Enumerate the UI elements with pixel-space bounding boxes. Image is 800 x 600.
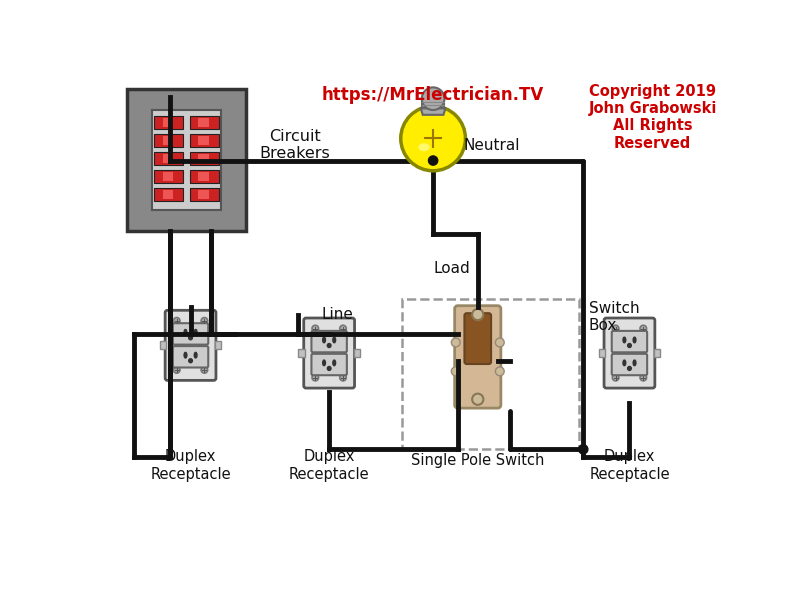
Circle shape <box>340 374 346 381</box>
Circle shape <box>472 309 483 320</box>
Ellipse shape <box>333 360 336 365</box>
Text: Single Pole Switch: Single Pole Switch <box>411 453 545 468</box>
Circle shape <box>422 88 445 110</box>
Bar <box>598 349 605 357</box>
FancyBboxPatch shape <box>154 152 183 165</box>
FancyBboxPatch shape <box>304 318 354 388</box>
Ellipse shape <box>322 360 326 365</box>
Ellipse shape <box>184 329 187 335</box>
FancyBboxPatch shape <box>190 170 219 183</box>
Text: Duplex
Receptacle: Duplex Receptacle <box>150 449 231 482</box>
Bar <box>160 341 166 349</box>
Circle shape <box>401 106 466 171</box>
Bar <box>126 89 246 232</box>
Circle shape <box>340 325 346 332</box>
FancyBboxPatch shape <box>154 188 183 201</box>
Circle shape <box>451 338 460 347</box>
Circle shape <box>578 445 588 454</box>
FancyBboxPatch shape <box>173 323 208 344</box>
Ellipse shape <box>623 337 626 343</box>
FancyBboxPatch shape <box>190 152 219 165</box>
FancyBboxPatch shape <box>311 354 347 375</box>
Bar <box>162 172 173 181</box>
Text: Load: Load <box>433 261 470 276</box>
Bar <box>402 299 579 449</box>
Circle shape <box>174 367 180 373</box>
Ellipse shape <box>418 143 430 151</box>
Circle shape <box>612 325 619 332</box>
Ellipse shape <box>184 352 187 358</box>
Ellipse shape <box>628 344 631 347</box>
Bar <box>198 190 209 199</box>
Bar <box>198 118 209 127</box>
Text: Circuit
Breakers: Circuit Breakers <box>260 129 330 161</box>
FancyBboxPatch shape <box>154 134 183 147</box>
Bar <box>298 349 305 357</box>
Bar <box>215 341 222 349</box>
Bar <box>162 190 173 199</box>
Circle shape <box>312 374 318 381</box>
Text: Neutral: Neutral <box>464 138 521 153</box>
Bar <box>152 110 221 210</box>
FancyBboxPatch shape <box>311 331 347 352</box>
Circle shape <box>451 367 460 376</box>
Ellipse shape <box>333 337 336 343</box>
FancyBboxPatch shape <box>612 354 647 375</box>
Bar <box>198 172 209 181</box>
Bar <box>422 98 445 109</box>
Circle shape <box>472 394 483 405</box>
Ellipse shape <box>327 367 331 370</box>
Text: Switch
Box: Switch Box <box>589 301 639 333</box>
Polygon shape <box>421 109 446 115</box>
Text: Duplex
Receptacle: Duplex Receptacle <box>289 449 370 482</box>
Circle shape <box>201 367 208 373</box>
Circle shape <box>201 317 208 324</box>
Circle shape <box>640 325 646 332</box>
Ellipse shape <box>623 360 626 365</box>
Text: https://MrElectrician.TV: https://MrElectrician.TV <box>322 86 544 104</box>
Text: Duplex
Receptacle: Duplex Receptacle <box>589 449 670 482</box>
Bar <box>162 118 173 127</box>
Ellipse shape <box>322 337 326 343</box>
FancyBboxPatch shape <box>612 331 647 352</box>
Ellipse shape <box>194 329 197 335</box>
FancyBboxPatch shape <box>465 313 491 364</box>
FancyBboxPatch shape <box>190 134 219 147</box>
Bar <box>354 349 360 357</box>
Bar <box>162 154 173 163</box>
FancyBboxPatch shape <box>154 170 183 183</box>
Bar <box>198 136 209 145</box>
Ellipse shape <box>628 367 631 370</box>
Ellipse shape <box>194 352 197 358</box>
Ellipse shape <box>189 336 192 340</box>
Circle shape <box>612 374 619 381</box>
Circle shape <box>429 156 438 165</box>
FancyBboxPatch shape <box>154 116 183 129</box>
Ellipse shape <box>189 359 192 362</box>
FancyBboxPatch shape <box>173 346 208 368</box>
Circle shape <box>495 367 504 376</box>
FancyBboxPatch shape <box>190 116 219 129</box>
Ellipse shape <box>633 337 636 343</box>
FancyBboxPatch shape <box>604 318 655 388</box>
Bar <box>162 136 173 145</box>
FancyBboxPatch shape <box>165 310 216 380</box>
FancyBboxPatch shape <box>454 305 501 408</box>
Circle shape <box>174 317 180 324</box>
Ellipse shape <box>633 360 636 365</box>
Ellipse shape <box>327 344 331 347</box>
Circle shape <box>640 374 646 381</box>
Bar <box>198 154 209 163</box>
Circle shape <box>495 338 504 347</box>
Text: Copyright 2019
John Grabowski
All Rights
Reserved: Copyright 2019 John Grabowski All Rights… <box>588 83 717 151</box>
FancyBboxPatch shape <box>190 188 219 201</box>
Text: Line: Line <box>322 307 354 322</box>
Bar <box>654 349 660 357</box>
Circle shape <box>312 325 318 332</box>
